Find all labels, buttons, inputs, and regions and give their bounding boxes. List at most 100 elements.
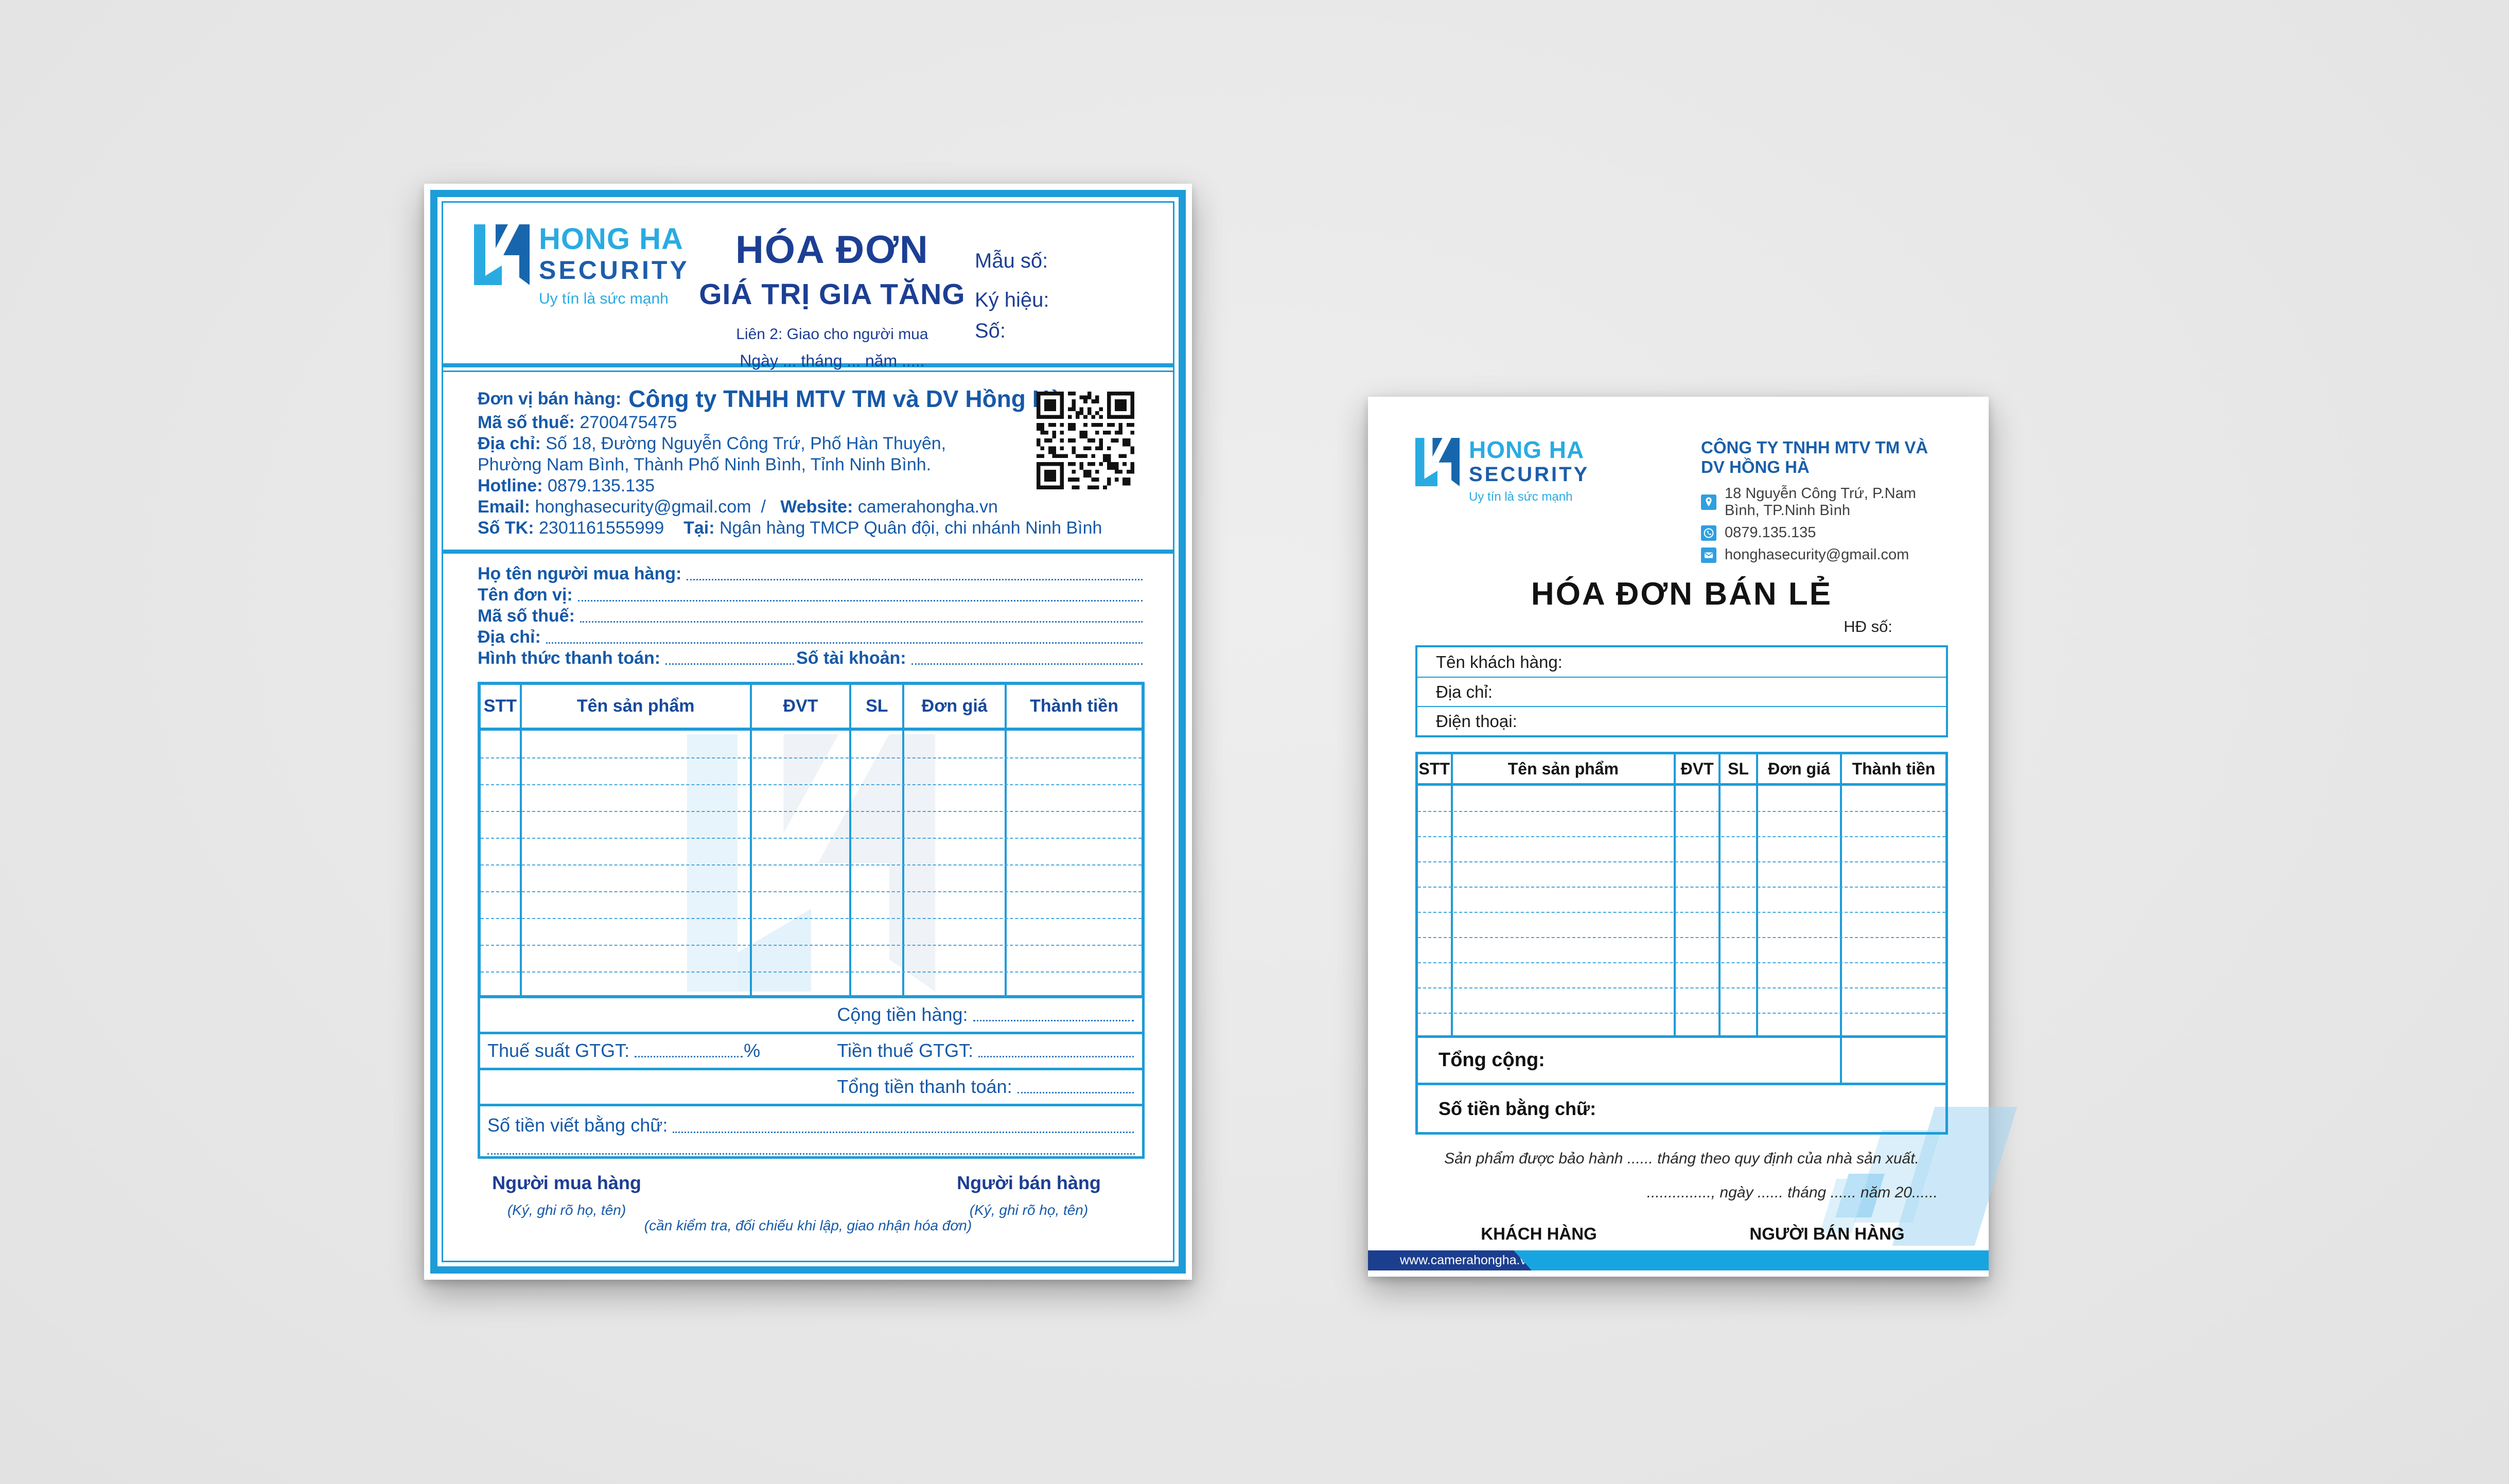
column-line: [1840, 1038, 1843, 1083]
seller-bank-value: Ngân hàng TMCP Quân đội, chi nhánh Ninh …: [720, 518, 1102, 538]
company-address-row: 18 Nguyễn Công Trứ, P.Nam Bình, TP.Ninh …: [1701, 485, 1948, 519]
buyer-tax-line: Mã số thuế:: [478, 605, 1145, 626]
brand-name-primary: HONG HA: [1469, 436, 1585, 463]
company-phone: 0879.135.135: [1725, 524, 1816, 541]
brand-tagline: Uy tín là sức mạnh: [539, 290, 669, 307]
vat-invoice-page: HONG HA SECURITY Uy tín là sức mạnh HÓA …: [424, 184, 1192, 1280]
payment-method-label: Hình thức thanh toán:: [478, 648, 661, 668]
buyer-tax-label: Mã số thuế:: [478, 606, 575, 626]
buyer-unit-line: Tên đơn vị:: [478, 584, 1145, 605]
seller-unit-label: Đơn vị bán hàng:: [478, 389, 622, 409]
grand-total-row: Tổng cộng:: [1415, 1038, 1948, 1085]
column-line: [902, 731, 905, 995]
date-line: Ngày ... tháng ... năm .....: [740, 351, 925, 370]
buyer-signature-note: (Ký, ghi rõ họ, tên): [507, 1202, 626, 1218]
retail-header: HONG HA SECURITY Uy tín là sức mạnh CÔNG…: [1415, 438, 1948, 563]
customer-name-row: Tên khách hàng:: [1436, 652, 1563, 672]
retail-invoice-page: HONG HA SECURITY Uy tín là sức mạnh CÔNG…: [1368, 397, 2017, 1277]
seller-account-label: Số TK:: [478, 518, 534, 538]
seller-email-label: Email:: [478, 497, 531, 517]
buyer-info-section: Họ tên người mua hàng: Tên đơn vị: Mã số…: [443, 554, 1173, 672]
row-line: [1418, 912, 1945, 913]
seller-account-value: 2301161555999: [539, 518, 664, 538]
dotted-line: [1017, 1092, 1134, 1093]
col-header-amount: Thành tiền: [1005, 685, 1142, 728]
separator: /: [761, 497, 766, 517]
dotted-line: [577, 600, 1143, 602]
brand-name-secondary: SECURITY: [539, 256, 690, 285]
seller-divider: [443, 550, 1173, 554]
seller-account-row: Số TK: 2301161555999 Tại: Ngân hàng TMCP…: [478, 518, 1145, 539]
dotted-line: [973, 1020, 1134, 1021]
seller-tax-row: Mã số thuế: 2700475475: [478, 412, 1145, 433]
dotted-line: [635, 1056, 743, 1057]
header-divider-thin: [443, 370, 1173, 372]
buyer-name-line: Họ tên người mua hàng:: [478, 563, 1145, 584]
dotted-line: [487, 1136, 1135, 1155]
date-line: ..............., ngày ...... tháng .....…: [1646, 1184, 1938, 1201]
buyer-name-label: Họ tên người mua hàng:: [478, 564, 682, 584]
dotted-line: [673, 1132, 1134, 1133]
mail-icon: [1701, 547, 1716, 563]
seller-hotline-label: Hotline:: [478, 476, 543, 496]
buyer-unit-label: Tên đơn vị:: [478, 585, 573, 605]
col-header-price: Đơn giá: [902, 685, 1005, 728]
seller-signature-note: (Ký, ghi rõ họ, tên): [969, 1202, 1089, 1218]
brand-tagline: Uy tín là sức mạnh: [1469, 490, 1573, 504]
seller-signature-block: Người bán hàng (Ký, ghi rõ họ, tên): [931, 1172, 1127, 1218]
buyer-address-line: Địa chỉ:: [478, 626, 1145, 647]
grand-total-label: Tổng tiền thanh toán:: [837, 1076, 1012, 1097]
col-header-unit: ĐVT: [749, 685, 850, 728]
retail-items-table: STT Tên sản phẩm ĐVT SL Đơn giá Thành ti…: [1415, 752, 1948, 1135]
row-line: [1418, 811, 1945, 812]
dotted-line: [978, 1056, 1134, 1057]
seller-signature-title: NGƯỜI BÁN HÀNG: [1749, 1224, 1905, 1243]
row-line: [481, 891, 1142, 892]
table-body: [478, 731, 1145, 998]
vat-items-table: STT Tên sản phẩm ĐVT SL Đơn giá Thành ti…: [443, 672, 1173, 1159]
col-header-amount: Thành tiền: [1839, 754, 1945, 783]
table-body: [1415, 786, 1948, 1038]
seller-unit-row: Đơn vị bán hàng: Công ty TNHH MTV TM và …: [478, 385, 1145, 412]
col-header-qty: SL: [849, 685, 902, 728]
row-line: [1418, 962, 1945, 963]
company-info-block: CÔNG TY TNHH MTV TM VÀ DV HỒNG HÀ 18 Ngu…: [1701, 438, 1948, 563]
retail-content: HONG HA SECURITY Uy tín là sức mạnh CÔNG…: [1415, 397, 1948, 1255]
row-line: [1418, 937, 1945, 938]
hongha-logo: HONG HA SECURITY Uy tín là sức mạnh: [1415, 438, 1589, 563]
logo-watermark: [687, 734, 936, 992]
column-line: [1674, 786, 1676, 1035]
brand-name-secondary: SECURITY: [1469, 463, 1590, 486]
seller-hotline-row: Hotline: 0879.135.135: [478, 475, 1145, 497]
hongha-logo-text: HONG HA SECURITY Uy tín là sức mạnh: [539, 224, 690, 307]
company-email-row: honghasecurity@gmail.com: [1701, 546, 1948, 563]
invoice-number-label: HĐ số:: [1844, 617, 1892, 635]
hongha-logo-icon: [474, 224, 530, 285]
seller-address-row: Địa chỉ: Số 18, Đường Nguyễn Công Trứ, P…: [478, 433, 1145, 475]
seller-hotline-value: 0879.135.135: [548, 476, 655, 496]
row-line: [1418, 987, 1945, 988]
retail-invoice-title: HÓA ĐƠN BÁN LẺ: [1531, 576, 1833, 612]
col-header-price: Đơn giá: [1756, 754, 1840, 783]
row-line: [481, 784, 1142, 785]
header-divider-thick: [443, 363, 1173, 367]
company-name: CÔNG TY TNHH MTV TM VÀ DV HỒNG HÀ: [1701, 438, 1928, 476]
qr-code: [1037, 392, 1134, 489]
seller-signature-title: Người bán hàng: [957, 1172, 1101, 1193]
footer-website: www.camerahongha.vn: [1400, 1253, 1534, 1267]
customer-signature-block: KHÁCH HÀNG: [1462, 1224, 1616, 1244]
amount-in-words-row: Số tiền viết bằng chữ:: [478, 1106, 1145, 1159]
company-phone-row: 0879.135.135: [1701, 524, 1948, 541]
vat-amount-label: Tiền thuế GTGT:: [837, 1040, 974, 1061]
seller-tax-label: Mã số thuế:: [478, 413, 575, 432]
dotted-line: [911, 663, 1143, 665]
company-email: honghasecurity@gmail.com: [1725, 546, 1909, 563]
column-line: [519, 731, 522, 995]
customer-address-row: Địa chỉ:: [1417, 677, 1946, 706]
vat-header: HONG HA SECURITY Uy tín là sức mạnh HÓA …: [443, 203, 1173, 370]
column-line: [1756, 786, 1759, 1035]
customer-signature-title: KHÁCH HÀNG: [1481, 1224, 1597, 1243]
vat-meta-block: Mẫu số: Ký hiệu: Số:: [975, 224, 1145, 350]
form-no-label: Mẫu số:: [975, 250, 1048, 272]
brand-name-primary: HONG HA: [539, 222, 683, 256]
